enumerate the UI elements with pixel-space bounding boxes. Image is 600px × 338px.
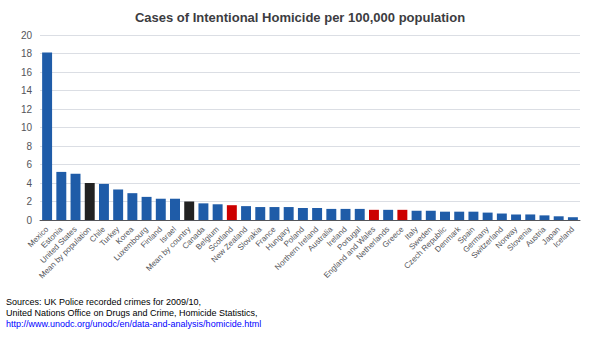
svg-text:20: 20 [21,30,33,41]
svg-text:Chile: Chile [87,224,108,245]
svg-text:Scotland: Scotland [206,224,235,254]
svg-text:Italy: Italy [403,224,420,242]
svg-text:8: 8 [26,141,32,152]
svg-text:Spain: Spain [455,224,477,246]
svg-text:Mexico: Mexico [26,224,51,250]
svg-text:Denmark: Denmark [433,224,463,255]
svg-text:England and Wales: England and Wales [322,224,378,280]
svg-text:18: 18 [21,48,33,59]
svg-text:Netherlands: Netherlands [354,224,392,262]
svg-text:Sources: UK Police recorded cr: Sources: UK Police recorded crimes for 2… [6,297,201,307]
svg-text:Switzerland: Switzerland [469,224,505,261]
svg-text:Germany: Germany [461,224,491,255]
svg-text:Cases of Intentional Homicide: Cases of Intentional Homicide per 100,00… [135,10,465,25]
svg-text:14: 14 [21,85,33,96]
svg-text:12: 12 [21,104,33,115]
svg-text:Turkey: Turkey [97,224,122,249]
svg-text:Australia: Australia [306,224,335,254]
svg-text:Sweden: Sweden [407,224,434,252]
svg-text:Korea: Korea [114,224,136,247]
svg-text:Israel: Israel [158,224,179,245]
svg-text:10: 10 [21,122,33,133]
svg-text:Slovakia: Slovakia [235,224,264,253]
svg-text:Norway: Norway [493,224,520,251]
svg-text:Hungary: Hungary [264,224,292,253]
svg-text:2: 2 [26,196,32,207]
svg-text:6: 6 [26,159,32,170]
svg-text:Estonia: Estonia [39,224,65,250]
svg-text:Northern Ireland: Northern Ireland [273,224,321,272]
svg-text:Finland: Finland [139,224,164,250]
svg-text:Luxembourg: Luxembourg [112,224,150,263]
svg-text:Mean by country: Mean by country [144,224,193,273]
svg-text:Japan: Japan [540,224,562,247]
svg-text:Czech Republic: Czech Republic [402,224,449,271]
svg-text:United Nations Office on Drugs: United Nations Office on Drugs and Crime… [6,308,257,318]
svg-text:Canada: Canada [180,224,207,251]
svg-text:0: 0 [26,215,32,226]
svg-text:New Zealand: New Zealand [209,224,250,265]
svg-text:Poland: Poland [282,224,307,249]
svg-text:4: 4 [26,178,32,189]
svg-text:Belgium: Belgium [194,224,221,252]
svg-text:Ireland: Ireland [325,224,349,249]
svg-text:United States: United States [38,224,79,266]
svg-text:16: 16 [21,67,33,78]
svg-text:Portugal: Portugal [335,224,363,253]
svg-text:Slovenia: Slovenia [505,224,534,253]
svg-text:Greece: Greece [381,224,406,249]
svg-text:http://www.unodc.org/unodc/en/: http://www.unodc.org/unodc/en/data-and-a… [6,319,261,329]
svg-text:Austria: Austria [523,224,548,249]
svg-text:Mean by population: Mean by population [37,225,93,281]
svg-text:France: France [253,224,278,249]
svg-text:Iceland: Iceland [552,225,577,250]
